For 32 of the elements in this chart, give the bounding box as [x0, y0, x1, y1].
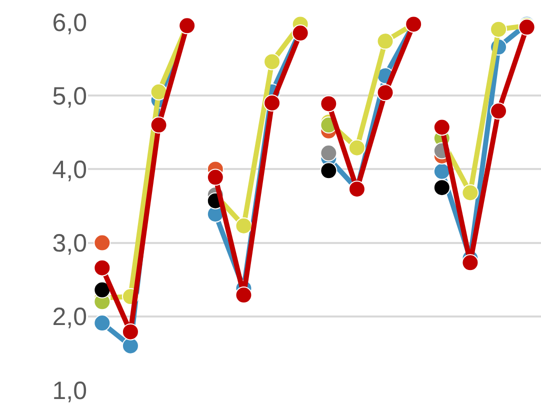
y-tick-label: 1,0 — [52, 376, 87, 405]
point — [94, 259, 111, 276]
point — [122, 337, 139, 354]
point — [490, 20, 508, 38]
point — [376, 32, 394, 50]
y-tick-label: 3,0 — [52, 230, 87, 258]
y-tick-label: 5,0 — [52, 82, 87, 110]
point — [150, 83, 168, 100]
point — [320, 144, 338, 162]
y-tick-label: 4,0 — [52, 156, 87, 184]
point — [433, 118, 450, 136]
point — [320, 162, 338, 180]
y-tick-label: 2,0 — [52, 303, 87, 332]
point — [292, 24, 309, 42]
point — [264, 53, 281, 70]
point — [433, 179, 450, 196]
point — [490, 102, 508, 120]
point — [150, 116, 168, 134]
point — [320, 95, 338, 112]
point — [462, 184, 479, 202]
point — [462, 254, 479, 272]
point — [235, 217, 252, 234]
y-tick-label: 6,0 — [52, 8, 87, 37]
point — [348, 139, 366, 156]
point — [264, 94, 281, 112]
point — [206, 168, 224, 186]
point — [94, 234, 111, 252]
point — [376, 84, 394, 102]
point — [94, 314, 111, 332]
point — [235, 286, 252, 304]
point — [94, 281, 111, 298]
point — [122, 323, 139, 340]
